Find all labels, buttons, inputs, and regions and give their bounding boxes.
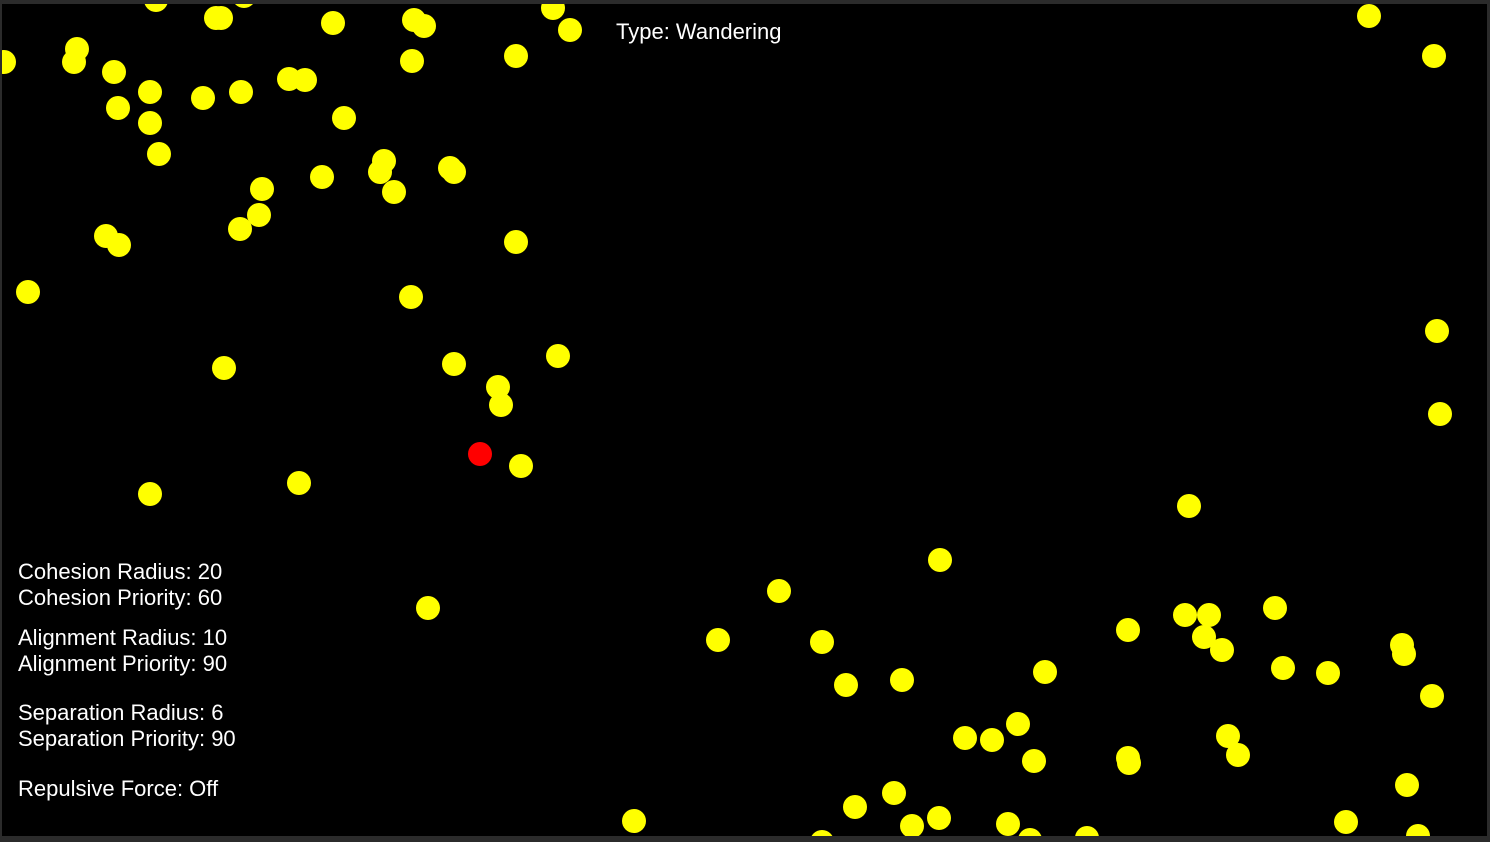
boid xyxy=(382,180,406,204)
boid xyxy=(228,217,252,241)
boid xyxy=(509,454,533,478)
boid xyxy=(138,111,162,135)
boid xyxy=(1316,661,1340,685)
boid xyxy=(250,177,274,201)
boid xyxy=(247,203,271,227)
boid xyxy=(1022,749,1046,773)
boid xyxy=(2,50,16,74)
boid xyxy=(212,356,236,380)
boid xyxy=(489,393,513,417)
boid xyxy=(1357,4,1381,28)
cohesion-radius-label: Cohesion Radius: 20 xyxy=(18,559,223,584)
boid xyxy=(546,344,570,368)
boid xyxy=(1177,494,1201,518)
boid xyxy=(332,106,356,130)
boid xyxy=(882,781,906,805)
behavior-type-label: Type: Wandering xyxy=(616,19,782,44)
boid xyxy=(1334,810,1358,834)
boid xyxy=(293,68,317,92)
boid xyxy=(62,50,86,74)
boid xyxy=(486,375,510,399)
boid xyxy=(147,142,171,166)
boid xyxy=(400,49,424,73)
boid xyxy=(1216,724,1240,748)
boid xyxy=(890,668,914,692)
boid xyxy=(209,6,233,30)
boid xyxy=(321,11,345,35)
boid xyxy=(1425,319,1449,343)
boid xyxy=(1006,712,1030,736)
boid xyxy=(767,579,791,603)
boid xyxy=(1226,743,1250,767)
cohesion-priority-label: Cohesion Priority: 60 xyxy=(18,585,223,610)
boid xyxy=(442,160,466,184)
boid xyxy=(1392,642,1416,666)
boid xyxy=(138,80,162,104)
boid xyxy=(106,96,130,120)
boid xyxy=(927,806,951,830)
boid xyxy=(1422,44,1446,68)
boid xyxy=(810,630,834,654)
boid xyxy=(541,4,565,20)
leader-boid xyxy=(468,442,492,466)
boid xyxy=(1117,751,1141,775)
boid xyxy=(1210,638,1234,662)
boid xyxy=(1406,824,1430,836)
boid xyxy=(235,4,253,8)
boid xyxy=(16,280,40,304)
repulsive-force-label: Repulsive Force: Off xyxy=(18,776,219,801)
boid xyxy=(229,80,253,104)
boid xyxy=(144,4,168,12)
boid xyxy=(310,165,334,189)
boid xyxy=(399,285,423,309)
boid xyxy=(1018,828,1042,836)
boid xyxy=(1420,684,1444,708)
boid xyxy=(1428,402,1452,426)
boid xyxy=(191,86,215,110)
boid xyxy=(1263,596,1287,620)
boid xyxy=(834,673,858,697)
boid-field xyxy=(2,4,1452,836)
boid xyxy=(953,726,977,750)
alignment-priority-label: Alignment Priority: 90 xyxy=(18,651,228,676)
boid xyxy=(368,160,392,184)
separation-priority-label: Separation Priority: 90 xyxy=(18,726,236,751)
boid xyxy=(1033,660,1057,684)
boid xyxy=(442,352,466,376)
boid-group xyxy=(2,4,1452,836)
boid xyxy=(811,830,833,836)
boid xyxy=(622,809,646,833)
boid xyxy=(1192,625,1216,649)
boid xyxy=(980,728,1004,752)
boid xyxy=(706,628,730,652)
boid xyxy=(416,596,440,620)
boid xyxy=(1395,773,1419,797)
boid xyxy=(504,230,528,254)
boid xyxy=(928,548,952,572)
simulation-viewport[interactable]: Type: Wandering Cohesion Radius: 20 Cohe… xyxy=(2,4,1487,836)
boid xyxy=(1116,618,1140,642)
boid xyxy=(900,814,924,836)
boid xyxy=(138,482,162,506)
boid xyxy=(107,233,131,257)
boid xyxy=(412,14,436,38)
boid xyxy=(287,471,311,495)
boid xyxy=(1271,656,1295,680)
boid xyxy=(102,60,126,84)
boid xyxy=(1173,603,1197,627)
alignment-radius-label: Alignment Radius: 10 xyxy=(18,625,228,650)
boid xyxy=(558,18,582,42)
separation-radius-label: Separation Radius: 6 xyxy=(18,700,224,725)
boid xyxy=(504,44,528,68)
boid xyxy=(1197,603,1221,627)
boid xyxy=(1075,826,1099,836)
boid xyxy=(843,795,867,819)
boid xyxy=(996,812,1020,836)
